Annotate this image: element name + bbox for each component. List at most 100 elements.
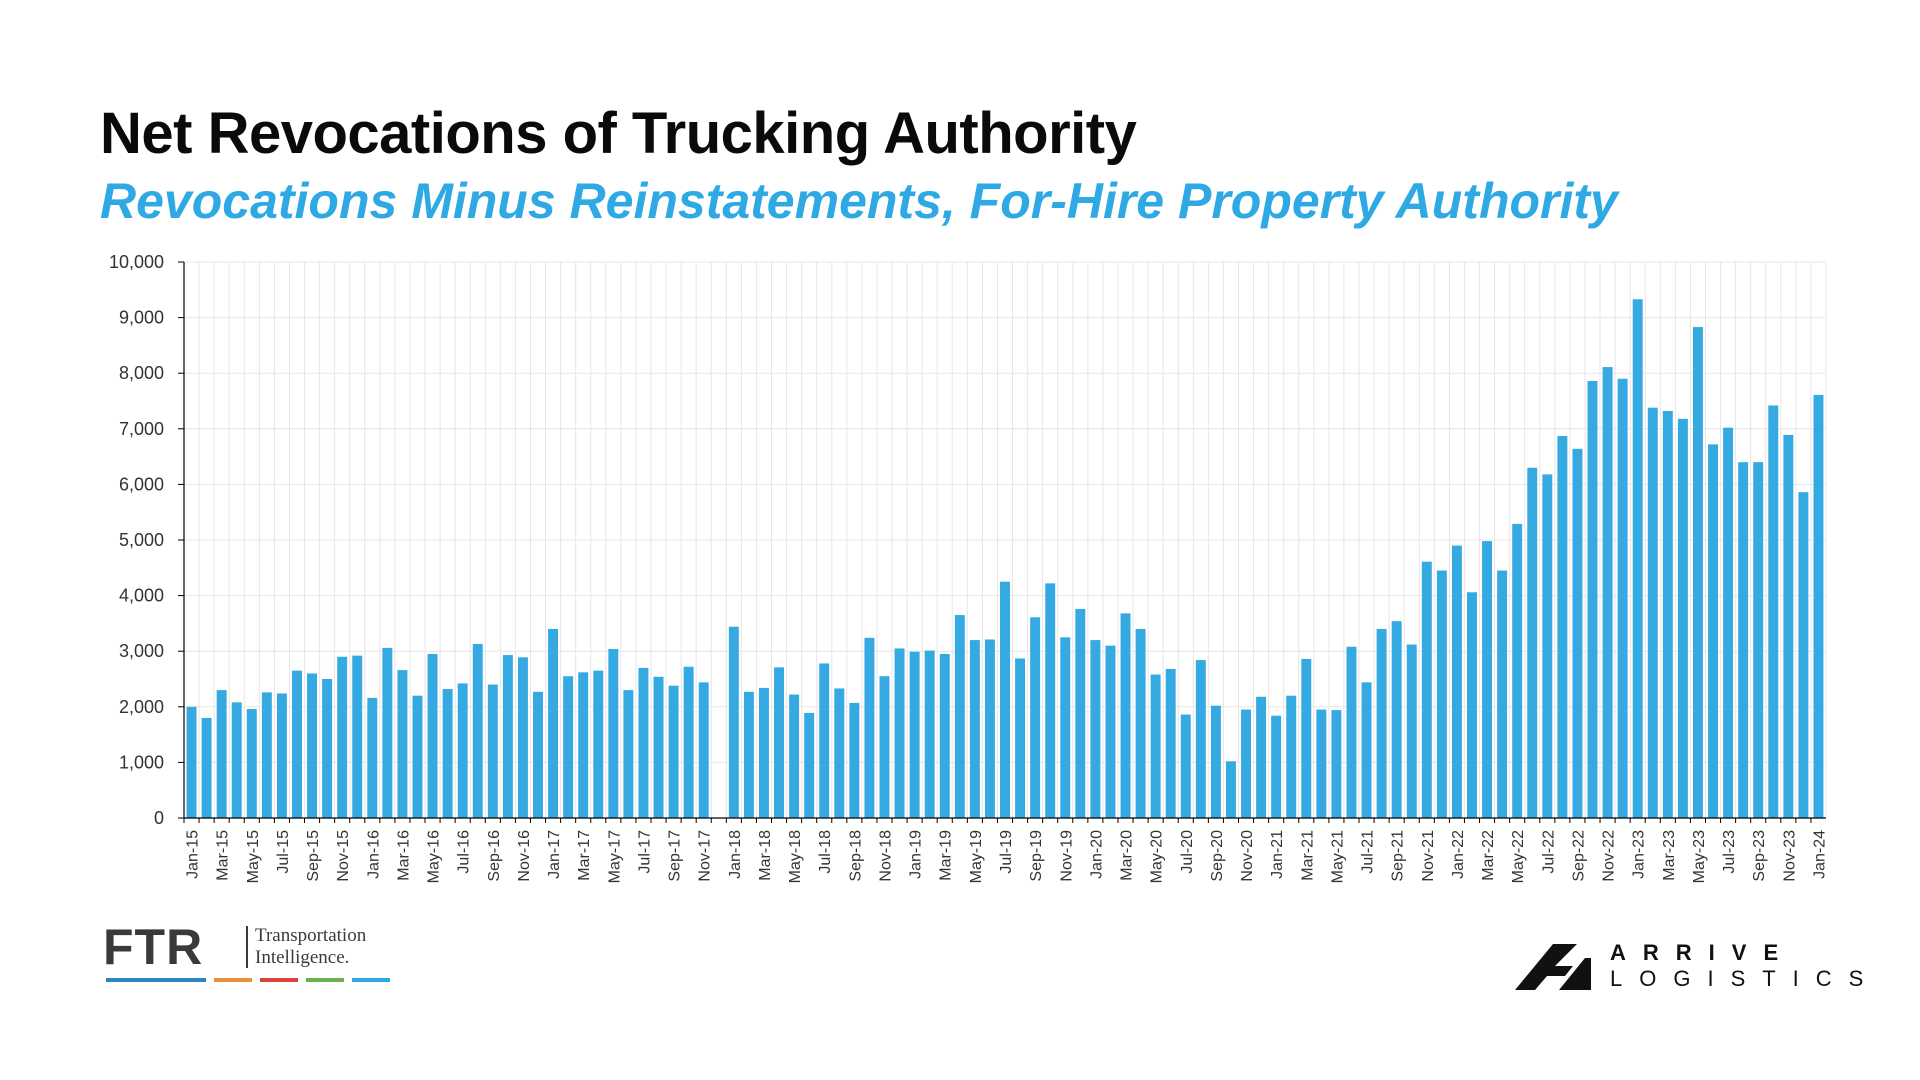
- ftr-logo-letters: FTR: [103, 919, 204, 975]
- bar-Jun-22: [1527, 467, 1538, 818]
- bar-Feb-23: [1647, 407, 1658, 818]
- grid-lines: [183, 261, 1827, 818]
- y-tick-label: 6,000: [119, 474, 164, 494]
- y-tick-label: 8,000: [119, 363, 164, 383]
- bar-Apr-19: [954, 615, 965, 818]
- x-tick-label: May-15: [245, 830, 262, 883]
- x-tick-label: Jan-20: [1088, 830, 1105, 879]
- x-tick-label: Nov-18: [877, 830, 894, 882]
- bar-Aug-17: [653, 676, 664, 818]
- x-tick-label: May-23: [1691, 830, 1708, 883]
- bar-Feb-21: [1286, 695, 1297, 818]
- bar-Jan-21: [1271, 715, 1282, 818]
- x-tick-label: Jul-19: [998, 830, 1015, 874]
- bar-May-15: [246, 709, 257, 818]
- x-tick-label: Mar-20: [1119, 830, 1136, 881]
- bar-Jun-23: [1708, 444, 1718, 818]
- x-tick-label: Mar-23: [1661, 830, 1678, 881]
- bar-Mar-20: [1120, 613, 1131, 818]
- bar-Nov-15: [337, 656, 348, 818]
- x-tick-label: May-18: [787, 830, 804, 883]
- x-tick-label: Jan-23: [1631, 830, 1648, 879]
- bar-Jul-21: [1361, 682, 1372, 818]
- y-tick-label: 3,000: [119, 641, 164, 661]
- x-axis-tick-labels: Jan-15 Mar-15 May-15 Jul-15 Sep-15 Nov-15 Jan-…: [185, 830, 1829, 883]
- x-tick-label: May-19: [968, 830, 985, 883]
- x-tick-label: Mar-16: [395, 830, 412, 881]
- bar-Feb-16: [382, 647, 393, 818]
- bar-May-21: [1331, 710, 1342, 818]
- x-tick-label: Sep-22: [1570, 830, 1587, 882]
- x-tick-label: Nov-22: [1601, 830, 1618, 882]
- bar-Oct-21: [1406, 644, 1417, 818]
- bar-Jul-20: [1180, 714, 1191, 818]
- bar-Dec-20: [1256, 696, 1267, 818]
- axes: [178, 261, 1826, 823]
- bar-Sep-20: [1210, 705, 1221, 818]
- ftr-logo-stripes: [106, 978, 390, 982]
- x-tick-label: Jul-16: [456, 830, 473, 874]
- arrive-logo-word-logistics: LOGISTICS: [1610, 966, 1881, 991]
- x-tick-label: May-21: [1329, 830, 1346, 883]
- bar-Dec-22: [1617, 378, 1628, 818]
- bar-May-22: [1512, 523, 1523, 818]
- x-tick-label: Sep-21: [1390, 830, 1407, 882]
- bar-Sep-17: [668, 685, 679, 818]
- bar-May-16: [427, 653, 438, 818]
- bar-Nov-16: [517, 657, 528, 818]
- bar-Jul-16: [457, 683, 468, 818]
- x-tick-label: Jul-18: [817, 830, 834, 874]
- bar-Sep-15: [307, 673, 318, 818]
- bar-Jun-20: [1165, 668, 1176, 818]
- x-tick-label: Jul-17: [636, 830, 653, 874]
- bar-Jan-20: [1090, 640, 1101, 818]
- bar-Dec-19: [1075, 608, 1086, 818]
- bar-May-19: [969, 640, 980, 818]
- bar-Jun-15: [261, 692, 272, 818]
- bar-Jul-17: [638, 667, 649, 818]
- ftr-logo-stripe: [214, 978, 252, 982]
- y-tick-label: 2,000: [119, 697, 164, 717]
- bar-May-17: [608, 648, 619, 818]
- bar-Dec-18: [894, 648, 905, 818]
- bar-May-18: [789, 694, 800, 818]
- bar-Feb-22: [1467, 592, 1477, 818]
- bar-Nov-21: [1421, 561, 1432, 818]
- x-tick-label: Jul-15: [275, 830, 292, 874]
- x-tick-label: Jan-15: [185, 830, 202, 879]
- x-tick-label: Jan-18: [727, 830, 744, 879]
- y-tick-label: 1,000: [119, 752, 164, 772]
- bar-Feb-19: [924, 650, 935, 818]
- ftr-logo-stripe: [352, 978, 390, 982]
- x-tick-label: Jan-24: [1811, 830, 1828, 879]
- bar-Mar-15: [216, 690, 227, 818]
- bar-Sep-16: [487, 684, 498, 818]
- ftr-logo-divider: [246, 926, 248, 968]
- bar-May-20: [1150, 674, 1161, 818]
- arrive-logo-word-arrive: ARRIVE: [1610, 940, 1796, 965]
- bar-Feb-17: [563, 676, 574, 818]
- bar-Dec-15: [352, 655, 363, 818]
- x-tick-label: Jan-17: [546, 830, 563, 879]
- x-tick-label: Mar-22: [1480, 830, 1497, 881]
- x-tick-label: Nov-19: [1058, 830, 1075, 882]
- bar-Jan-19: [909, 651, 920, 818]
- bar-Apr-23: [1677, 418, 1688, 818]
- bar-Mar-22: [1482, 541, 1493, 818]
- x-tick-label: Nov-23: [1781, 830, 1798, 882]
- bar-Feb-20: [1105, 645, 1116, 818]
- x-tick-label: Sep-15: [305, 830, 322, 882]
- ftr-logo-stripe: [260, 978, 298, 982]
- x-tick-label: May-20: [1149, 830, 1166, 883]
- bar-May-23: [1692, 327, 1703, 818]
- bar-Apr-20: [1135, 628, 1146, 818]
- x-tick-label: Nov-16: [516, 830, 533, 882]
- y-tick-label: 7,000: [119, 419, 164, 439]
- bar-Aug-18: [834, 688, 845, 818]
- ftr-logo-stripe: [306, 978, 344, 982]
- bar-Jan-22: [1451, 545, 1462, 818]
- x-tick-label: Jul-23: [1721, 830, 1738, 874]
- x-tick-label: May-16: [426, 830, 443, 883]
- bar-Sep-21: [1391, 621, 1402, 818]
